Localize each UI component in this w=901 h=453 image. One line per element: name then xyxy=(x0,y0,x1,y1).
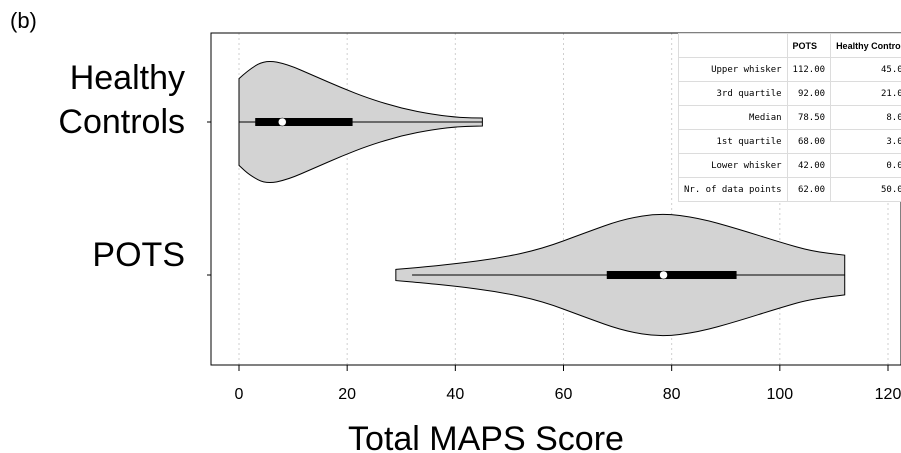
stats-table: POTS Healthy Controls Upper whisker 112.0… xyxy=(678,33,901,202)
table-cell: 42.00 xyxy=(786,153,832,178)
iqr-box xyxy=(606,271,737,279)
category-label: POTS xyxy=(92,236,185,274)
x-tick-label: 100 xyxy=(766,386,793,403)
table-header-row: POTS Healthy Controls xyxy=(678,33,901,58)
table-cell: Upper whisker xyxy=(678,57,788,82)
median-dot xyxy=(659,270,668,280)
table-header-cell: POTS xyxy=(786,33,832,58)
x-axis-label: Total MAPS Score xyxy=(348,420,624,453)
table-cell: 45.00 xyxy=(830,57,901,82)
table-cell: 8.00 xyxy=(830,105,901,130)
plot-frame xyxy=(210,32,901,366)
table-cell: 78.50 xyxy=(786,105,832,130)
table-cell: 1st quartile xyxy=(678,129,788,154)
table-cell: 92.00 xyxy=(786,81,832,106)
table-cell: Median xyxy=(678,105,788,130)
x-tick-label: 40 xyxy=(446,386,464,403)
table-cell: Lower whisker xyxy=(678,153,788,178)
table-header-cell xyxy=(678,33,788,58)
violin-layer xyxy=(238,60,846,337)
table-cell: 68.00 xyxy=(786,129,832,154)
table-cell: 112.00 xyxy=(786,57,832,82)
table-cell: 50.00 xyxy=(830,177,901,202)
category-label: Controls xyxy=(58,103,185,141)
category-label: Healthy xyxy=(69,59,185,97)
x-tick-label: 20 xyxy=(338,386,356,403)
x-tick-label: 0 xyxy=(235,386,244,403)
table-cell: 3rd quartile xyxy=(678,81,788,106)
table-cell: 3.00 xyxy=(830,129,901,154)
table-cell: Nr. of data points xyxy=(678,177,788,202)
panel-label: (b) xyxy=(10,8,37,33)
x-tick-label: 80 xyxy=(663,386,681,403)
x-tick-label: 60 xyxy=(555,386,573,403)
table-header-cell: Healthy Controls xyxy=(830,33,901,58)
table-cell: 0.00 xyxy=(830,153,901,178)
table-cell: 21.00 xyxy=(830,81,901,106)
table-cell: 62.00 xyxy=(786,177,832,202)
iqr-box xyxy=(255,118,353,126)
x-tick-label: 120 xyxy=(875,386,901,403)
x-axis: 0 20 40 60 80 100 120 xyxy=(207,121,901,403)
median-dot xyxy=(278,117,287,127)
